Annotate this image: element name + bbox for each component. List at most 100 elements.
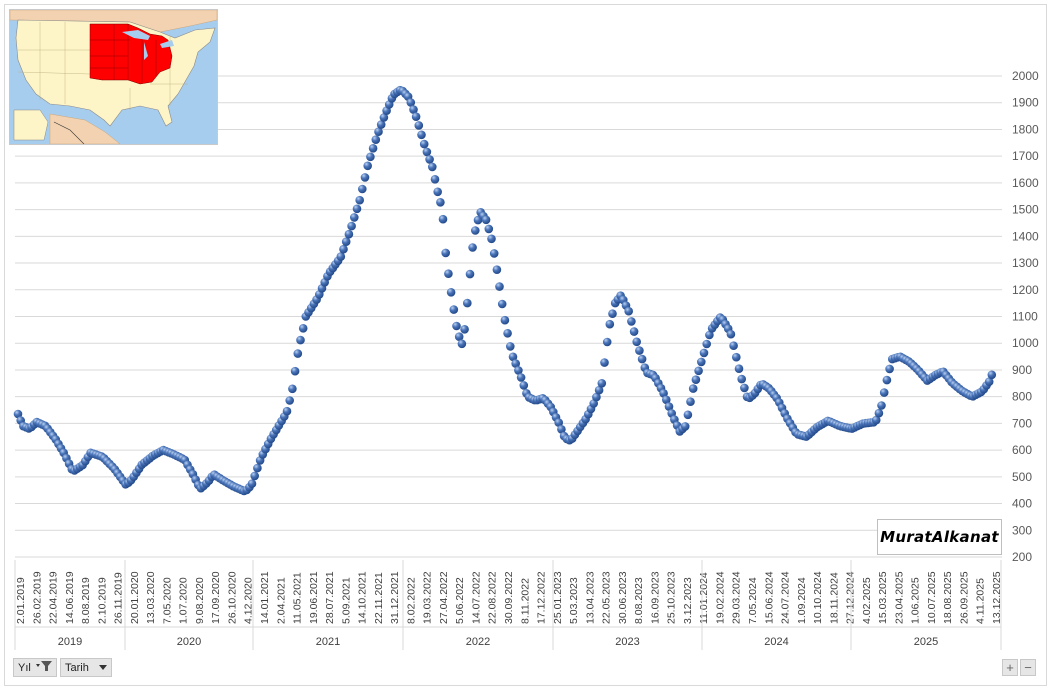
x-tick-label: 24.07.2024 — [780, 571, 792, 624]
data-point — [885, 364, 894, 374]
data-point — [406, 98, 416, 107]
x-tick-label: 14.06.2019 — [64, 571, 76, 624]
collapse-button[interactable]: − — [1020, 659, 1036, 676]
data-point — [629, 327, 639, 336]
year-label: 2022 — [466, 636, 490, 648]
midwest-region — [89, 23, 173, 85]
data-point — [374, 127, 383, 136]
data-point — [705, 330, 714, 340]
x-tick-label: 23.04.2025 — [893, 571, 905, 624]
expand-button[interactable]: + — [1002, 659, 1018, 676]
x-tick-label: 30.09.2022 — [503, 571, 515, 624]
data-point — [602, 337, 612, 347]
data-point — [468, 243, 477, 252]
dropdown-arrow-icon — [98, 662, 107, 674]
data-point — [734, 364, 744, 374]
data-point — [296, 335, 305, 345]
x-tick-label: 15.03.2025 — [877, 571, 889, 624]
data-point — [438, 214, 448, 224]
data-point — [481, 215, 491, 225]
y-tick-label: 300 — [1012, 523, 1032, 537]
data-point — [414, 121, 424, 130]
data-point — [497, 299, 507, 309]
x-tick-label: 7.05.2024 — [747, 577, 759, 624]
y-tick-label: 400 — [1012, 497, 1032, 511]
x-tick-label: 27.04.2022 — [438, 571, 450, 624]
data-points — [13, 85, 997, 496]
x-axis: 2.01.2019 26.02.2019 22.04.2019 14.06.2019 8… — [15, 571, 1003, 624]
x-tick-label: 11.05.2021 — [292, 572, 304, 624]
data-point — [379, 113, 389, 122]
x-tick-label: 22.08.2022 — [487, 571, 499, 624]
x-tick-label: 13.03.2020 — [145, 571, 157, 624]
x-tick-label: 13.12.2025 — [991, 571, 1003, 624]
data-point — [441, 248, 451, 258]
filter-funnel-icon — [35, 660, 53, 675]
x-tick-label: 29.03.2024 — [731, 571, 743, 624]
x-tick-label: 14.01.2021 — [259, 571, 271, 624]
data-point — [366, 152, 375, 162]
data-point — [605, 319, 615, 329]
data-point — [446, 288, 456, 297]
x-tick-label: 10.07.2025 — [926, 571, 938, 624]
data-point — [489, 249, 499, 258]
x-tick-label: 5.03.2023 — [568, 577, 580, 624]
x-tick-label: 2.10.2019 — [96, 577, 108, 624]
x-tick-label: 26.02.2019 — [31, 571, 43, 624]
data-point — [597, 379, 607, 388]
x-tick-label: 18.11.2024 — [828, 572, 840, 624]
y-tick-label: 900 — [1012, 363, 1032, 377]
data-point — [632, 337, 641, 347]
x-tick-label: 11.01.2024 — [698, 572, 710, 624]
data-point — [358, 184, 367, 194]
x-tick-label: 3.12.2023 — [682, 577, 694, 624]
data-point — [355, 195, 365, 205]
x-tick-label: 4.02.2025 — [861, 577, 873, 624]
data-point — [697, 357, 706, 367]
y-tick-label: 600 — [1012, 443, 1032, 457]
data-point — [680, 422, 690, 431]
data-point — [454, 332, 464, 342]
data-point — [425, 155, 434, 164]
x-tick-label: 18.08.2025 — [942, 571, 954, 624]
data-point — [688, 384, 698, 393]
data-point — [659, 389, 668, 398]
x-tick-label: 4.12.2020 — [243, 577, 255, 624]
data-point — [740, 383, 749, 393]
data-point — [288, 384, 297, 394]
data-point — [874, 408, 884, 418]
data-point — [428, 162, 437, 172]
data-point — [347, 221, 356, 231]
x-tick-label: 2.04.2021 — [275, 577, 287, 624]
x-tick-label: 8.02.2022 — [405, 577, 417, 624]
data-point — [503, 329, 512, 338]
data-point — [694, 366, 703, 376]
data-point — [13, 409, 23, 419]
year-label: 2021 — [316, 636, 340, 648]
data-point — [554, 418, 563, 427]
date-field-button[interactable]: Tarih — [60, 658, 112, 677]
x-tick-label: 2.01.2019 — [15, 577, 27, 624]
data-point — [368, 144, 378, 153]
x-tick-label: 19.02.2024 — [714, 571, 726, 624]
data-point — [430, 175, 440, 184]
data-point — [516, 373, 526, 382]
data-point — [449, 305, 459, 314]
x-tick-label: 25.10.2023 — [666, 571, 678, 624]
y-tick-label: 1000 — [1012, 336, 1039, 350]
data-point — [511, 359, 520, 368]
data-point — [702, 339, 711, 349]
data-point — [877, 401, 886, 410]
data-point — [344, 229, 354, 239]
year-filter-button[interactable]: Yıl — [13, 658, 57, 677]
data-point — [360, 173, 370, 182]
x-tick-label: 1.07.2020 — [178, 577, 190, 624]
year-label: 2025 — [914, 636, 938, 648]
data-point — [371, 135, 381, 144]
data-point — [247, 479, 257, 489]
data-point — [508, 352, 518, 362]
x-tick-label: 5.09.2021 — [340, 577, 352, 624]
x-tick-label: 20.01.2020 — [129, 571, 141, 624]
data-point — [871, 415, 881, 425]
